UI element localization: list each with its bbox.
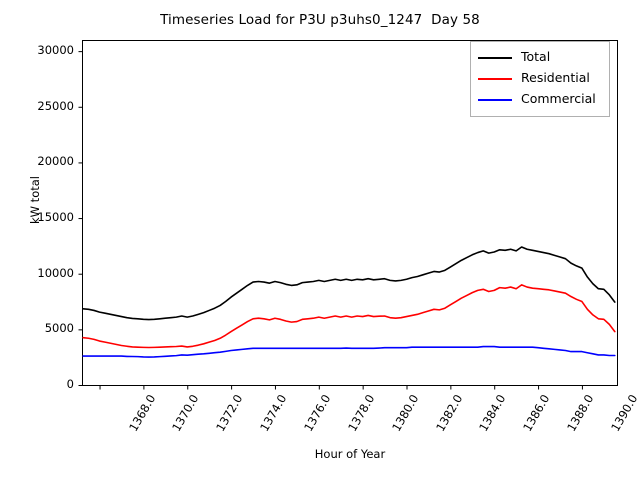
- y-tick-label: 10000: [37, 265, 74, 280]
- chart-title: Timeseries Load for P3U p3uhs0_1247 Day …: [160, 12, 480, 28]
- legend-label-commercial: Commercial: [521, 91, 596, 107]
- y-tick-label: 15000: [37, 210, 74, 225]
- legend-label-total: Total: [521, 49, 551, 65]
- y-tick-label: 25000: [37, 98, 74, 113]
- legend-item-residential: Residential: [478, 68, 602, 89]
- x-axis-label: Hour of Year: [314, 447, 386, 461]
- series-line-commercial: [82, 345, 616, 358]
- legend-swatch-residential: [478, 77, 512, 80]
- legend-item-total: Total: [478, 47, 602, 68]
- y-tick-label: 30000: [37, 43, 74, 58]
- series-line-residential: [82, 284, 616, 349]
- legend-swatch-total: [478, 56, 512, 59]
- legend-swatch-commercial: [478, 98, 512, 101]
- legend-item-commercial: Commercial: [478, 89, 602, 110]
- legend: Total Residential Commercial: [470, 41, 610, 117]
- y-axis-label: kW total: [28, 176, 42, 224]
- y-tick-label: 20000: [37, 154, 74, 169]
- y-tick-label: 0: [66, 377, 74, 391]
- legend-label-residential: Residential: [521, 70, 590, 86]
- y-tick-label: 5000: [44, 321, 74, 336]
- series-line-total: [82, 246, 616, 321]
